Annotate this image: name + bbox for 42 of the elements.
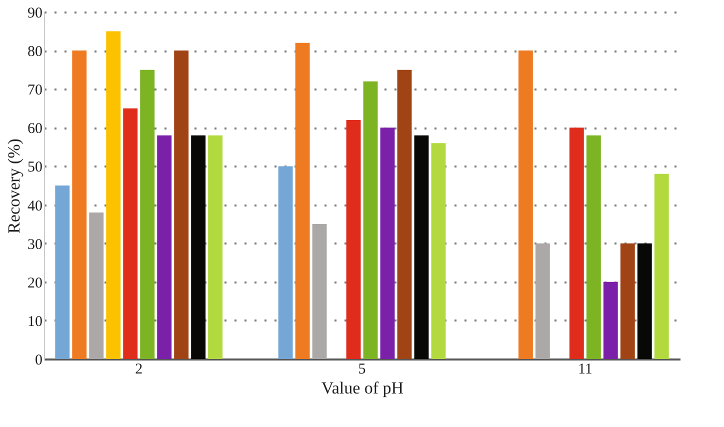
bar [278,166,293,359]
bar [363,81,378,359]
bar [620,243,635,359]
bar [191,135,206,359]
bar [586,135,601,359]
bar [208,135,223,359]
bar [157,135,172,359]
bar [140,70,155,359]
bar [535,243,550,359]
bar [637,243,652,359]
y-tick-label: 10 [28,314,42,330]
x-tick-label: 11 [578,362,592,378]
bar [654,174,669,359]
bar [431,143,446,359]
bar [397,70,412,359]
bar [569,128,584,359]
x-tick-label: 2 [135,362,143,378]
bar [312,224,327,359]
y-tick-label: 50 [28,160,42,176]
bar [414,135,429,359]
bar [123,108,138,359]
y-tick-label: 90 [28,6,42,22]
y-tick-label: 30 [28,236,42,253]
bar [346,120,361,359]
y-tick-label: 0 [35,352,42,368]
y-tick-label: 60 [28,121,42,138]
y-tick-label: 20 [28,275,42,292]
y-tick-label: 40 [28,198,42,214]
x-axis-title: Value of pH [321,378,404,398]
y-axis-title: Recovery (%) [4,138,24,234]
bar [518,50,533,359]
bar [89,212,104,359]
x-tick-label: 5 [358,362,366,378]
bar [603,282,618,359]
bar [55,186,70,359]
bar [72,50,87,359]
bar [380,128,395,359]
bar [106,31,121,359]
bar [174,50,189,359]
y-tick-label: 70 [28,82,42,99]
y-tick-label: 80 [28,44,42,60]
bar [295,42,310,359]
